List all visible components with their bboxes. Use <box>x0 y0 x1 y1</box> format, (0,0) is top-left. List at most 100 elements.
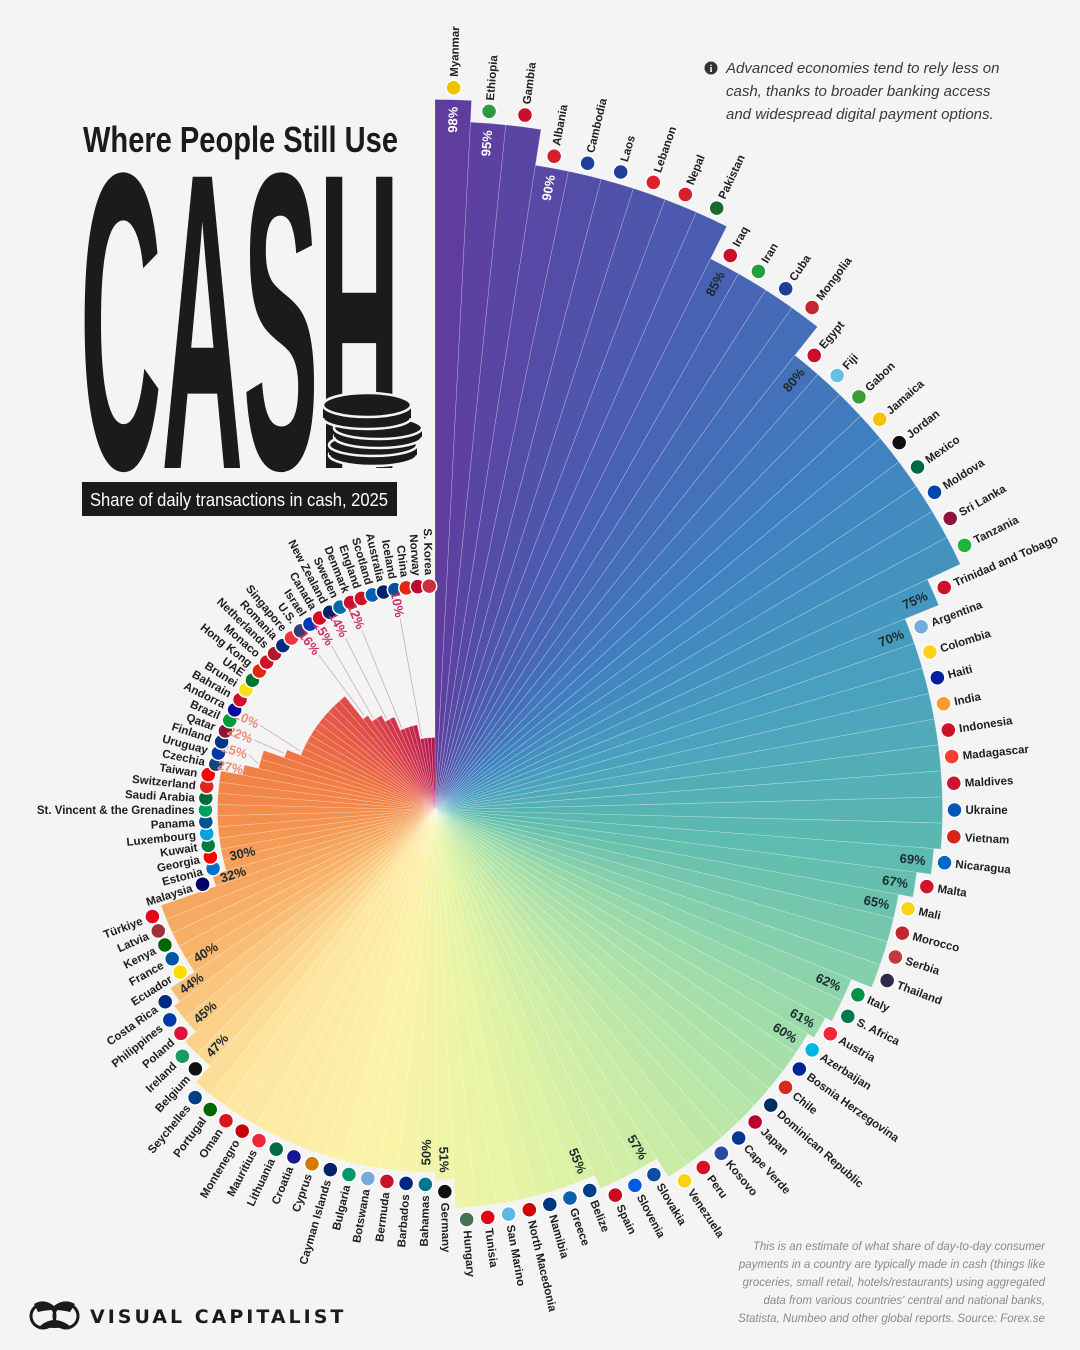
flag-icon <box>943 748 960 765</box>
flag-icon <box>285 1148 303 1166</box>
flag-icon <box>750 263 767 280</box>
bar-ireland <box>184 809 436 1055</box>
flag-icon <box>935 695 952 712</box>
bar-s-korea <box>430 737 436 811</box>
flag-icon <box>941 510 959 527</box>
country-label: Croatia <box>270 1165 296 1207</box>
bar-indonesia <box>434 718 939 811</box>
bars-layer <box>160 99 961 1209</box>
country-label: Kuwait <box>159 842 198 860</box>
flag-icon <box>397 1175 415 1192</box>
country-label: Pakistan <box>717 153 748 201</box>
flag-icon <box>805 347 823 364</box>
bar-portugal <box>209 809 436 1106</box>
value-label: 98% <box>445 106 461 133</box>
country-label: Panama <box>151 817 196 831</box>
bar-fiji <box>434 373 841 811</box>
flag-icon <box>676 1172 693 1190</box>
bar-luxembourg <box>217 809 436 839</box>
flag-icon <box>850 388 868 406</box>
flag-icon <box>945 828 963 845</box>
subtitle-box <box>82 482 397 516</box>
footnote-line-2: payments in a country are typically made… <box>738 1259 1045 1271</box>
country-label: Ethiopia <box>485 54 501 101</box>
bar-georgia <box>220 809 436 861</box>
country-label: Nepal <box>685 153 708 187</box>
country-label: Egypt <box>817 319 847 351</box>
flag-icon <box>322 1161 339 1178</box>
bar-monaco <box>323 711 436 811</box>
country-label: San Marino <box>504 1224 527 1287</box>
country-label: Japan <box>758 1126 790 1158</box>
bar-malta <box>434 809 918 898</box>
flag-icon <box>926 484 943 501</box>
value-label: 51% <box>436 1146 452 1173</box>
value-label: 69% <box>899 851 927 869</box>
flag-icon <box>849 986 867 1004</box>
country-label: Germany <box>438 1202 451 1253</box>
country-label: Belize <box>587 1199 611 1234</box>
bar-pakistan <box>434 211 728 811</box>
country-label: Gambia <box>521 61 538 105</box>
footnote-line-4: data from various countries' central and… <box>763 1295 1045 1307</box>
bar-denmark <box>399 728 436 811</box>
bar-austria <box>434 809 826 1039</box>
flag-icon <box>677 186 694 203</box>
bar-belize <box>434 809 596 1184</box>
country-label: Mali <box>917 906 941 922</box>
country-label: Maldives <box>965 775 1014 789</box>
country-label: Haiti <box>947 664 974 682</box>
bar-greece <box>434 809 577 1191</box>
flag-icon <box>150 922 167 940</box>
bar-iran <box>434 273 767 811</box>
bar-qatar <box>283 749 436 811</box>
bar-india <box>434 693 935 811</box>
bar-taiwan <box>218 770 436 811</box>
country-label: Namibia <box>546 1214 570 1261</box>
country-label: Cuba <box>788 252 814 283</box>
bar-gabon <box>434 394 862 811</box>
flag-icon <box>803 1041 821 1059</box>
bar-st-vincent-the-grenadines <box>217 804 436 816</box>
bar-azerbaijan <box>434 809 809 1054</box>
country-label: Morocco <box>911 931 960 955</box>
bar-france <box>178 809 436 960</box>
bar-north-macedonia <box>434 809 537 1201</box>
value-label: 90% <box>539 173 559 202</box>
flag-icon <box>777 1079 794 1096</box>
flag-icon <box>645 174 662 191</box>
flag-icon <box>936 854 953 871</box>
bar-ecuador <box>185 809 436 973</box>
country-label: Iran <box>760 241 781 265</box>
flag-icon <box>163 950 181 967</box>
flag-icon <box>935 579 953 596</box>
bar-cambodia <box>434 170 602 811</box>
leader-line <box>318 654 365 716</box>
bar-germany <box>434 809 455 1181</box>
title-line: Where People Still Use <box>83 119 398 160</box>
country-label: Serbia <box>904 956 942 978</box>
bar-japan <box>434 809 755 1122</box>
bar-philippines <box>173 809 436 1020</box>
flag-icon <box>695 1159 712 1176</box>
bar-haiti <box>434 667 930 811</box>
bar-poland <box>184 809 436 1033</box>
bar-tunisia <box>434 809 497 1207</box>
bar-trinidad-and-tobago <box>434 579 940 811</box>
bar-saudi-arabia <box>217 792 436 811</box>
flag-icon <box>887 948 904 966</box>
flag-icon <box>839 1008 857 1025</box>
bar-lithuania <box>272 809 436 1143</box>
flag-icon <box>250 1132 268 1149</box>
bar-italy <box>434 809 852 1001</box>
flag-icon <box>267 1140 285 1158</box>
bar-nicaragua <box>434 809 935 875</box>
country-label: Madagascar <box>962 744 1030 763</box>
flag-icon <box>708 199 725 217</box>
footnote-line-5: Statista, Numbeo and other global report… <box>738 1313 1045 1325</box>
bar-madagascar <box>434 744 942 811</box>
bar-belgium <box>196 809 436 1067</box>
country-label: Tunisia <box>482 1228 499 1269</box>
flag-icon <box>890 434 908 451</box>
flag-icon <box>545 148 563 165</box>
